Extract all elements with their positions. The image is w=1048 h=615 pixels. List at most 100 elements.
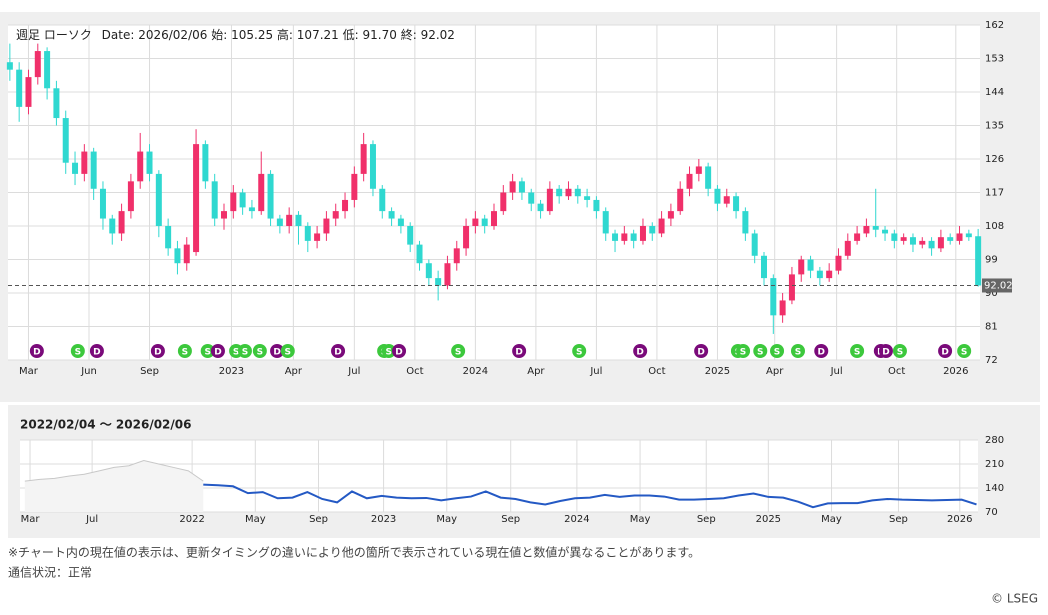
event-marker [280,344,295,358]
event-label: S [75,348,81,358]
event-marker [938,344,953,358]
candle-body [118,211,125,234]
footer-credit: © LSEG [991,592,1038,606]
x-tick-label: Jul [85,514,98,525]
event-label: S [285,348,291,358]
event-label: D [882,348,889,358]
candle-body [202,144,209,182]
candle-body [686,173,693,189]
candle-body [630,233,637,241]
event-label: D [636,348,643,358]
y-tick-label: 210 [985,459,1004,470]
candle-body [835,255,842,271]
candle-body [323,218,330,234]
candle-body [211,181,218,219]
x-tick-label: May [630,514,651,525]
candle-body [351,173,358,200]
y-tick-label: 81 [985,322,998,333]
candle-body [62,118,69,163]
y-tick-label: 126 [985,154,1004,165]
event-marker [736,344,751,358]
candle-body [612,233,619,241]
x-tick-label: Apr [766,366,784,377]
x-tick-label: 2022 [179,514,204,525]
event-label: D [273,348,280,358]
candle-body [667,211,674,219]
candle-body [463,226,470,249]
candle-body [360,144,367,174]
y-tick-label: 144 [985,87,1004,98]
event-marker [70,344,85,358]
event-label: S [854,348,860,358]
x-tick-label: Oct [406,366,423,377]
x-tick-label: 2026 [943,366,968,377]
y-tick-label: 153 [985,54,1004,65]
candle-body [733,196,740,212]
candle-body [72,162,79,174]
candle-body [872,226,879,230]
candle-body [937,237,944,249]
candle-body [425,263,432,279]
event-marker [177,344,192,358]
event-marker [252,344,267,358]
event-marker [878,344,893,358]
y-tick-label: 90 [985,288,998,299]
event-label: D [395,348,402,358]
candle-body [844,240,851,256]
candle-body [183,244,190,264]
candle-body [127,181,134,212]
event-marker [210,344,225,358]
candle-body [947,237,954,241]
y-tick-label: 117 [985,188,1004,199]
candle-body [500,192,507,212]
candle-body [44,51,51,89]
candle-body [816,270,823,279]
event-marker [381,344,396,358]
event-label: D [33,348,40,358]
event-marker [957,344,972,358]
event-label: S [182,348,188,358]
open: 105.25 [231,28,273,42]
y-tick-label: 108 [985,221,1004,232]
event-marker [850,344,865,358]
x-tick-label: 2026 [947,514,972,525]
candle-body [239,192,246,208]
x-tick-label: Jul [589,366,602,377]
candle-body [723,196,730,204]
candle-body [891,233,898,241]
x-tick-label: Sep [140,366,159,377]
event-marker [694,344,709,358]
x-tick-label: 2025 [705,366,730,377]
candle-body [602,211,609,234]
close: 92.02 [421,28,455,42]
event-marker [29,344,44,358]
x-tick-label: Mar [19,366,39,377]
y-tick-label: 70 [985,507,998,518]
x-tick-label: Apr [527,366,545,377]
main-chart: 72 81 90 99 108 117 126 135 144 153 162 Mar Jun Sep 20… [6,20,1013,377]
candle-body [165,226,172,249]
candle-body [965,233,972,238]
open-label: 始: [211,28,227,42]
x-tick-label: Jul [347,366,360,377]
candle-body [528,192,535,204]
event-marker [237,344,252,358]
close-label: 終: [401,27,417,42]
candle-body [137,151,144,182]
candle-body [705,166,712,189]
event-marker [150,344,165,358]
overview-title: 2022/02/04 〜 2026/02/06 [20,418,191,432]
event-marker [633,344,648,358]
candle-body [90,151,97,189]
candle-body [295,214,302,226]
y-tick-label: 280 [985,435,1004,446]
candle-body [248,207,255,212]
low: 91.70 [363,28,397,42]
candle-body [537,203,544,212]
x-tick-label: Jun [80,366,97,377]
event-label: D [941,348,948,358]
event-marker [451,344,466,358]
candle-body [574,188,581,197]
event-label: D [154,348,161,358]
y-tick-label: 140 [985,483,1004,494]
